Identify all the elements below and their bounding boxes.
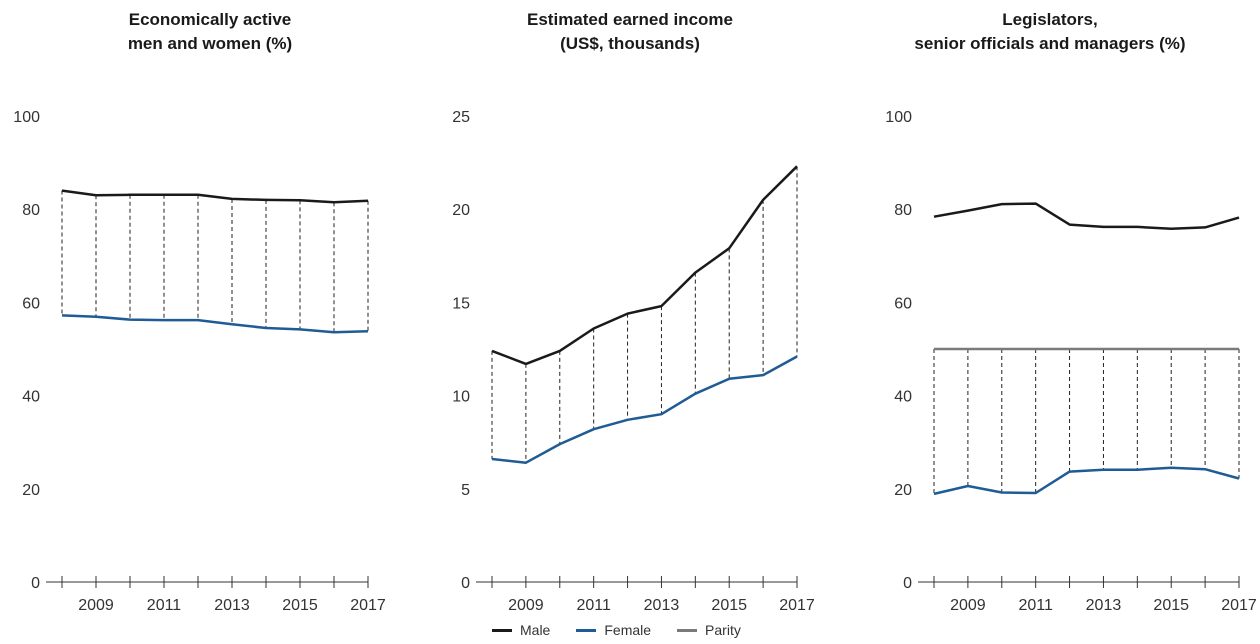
x-tick-label: 2011 — [147, 597, 182, 614]
y-tick-label: 10 — [452, 389, 470, 406]
y-tick-label: 20 — [894, 482, 912, 499]
y-tick-label: 40 — [894, 389, 912, 406]
legend-swatch-male — [492, 628, 512, 632]
series-line-male — [61, 189, 369, 204]
y-tick-label: 0 — [461, 575, 470, 592]
x-tick-label: 2009 — [508, 597, 544, 614]
x-tick-label: 2011 — [1018, 597, 1053, 614]
y-tick-label: 20 — [452, 202, 470, 219]
title-line-1: Estimated earned income — [527, 10, 733, 29]
series-line-male — [933, 202, 1240, 231]
legend-swatch-female — [576, 628, 597, 632]
legend-label-male: Male — [520, 622, 551, 638]
y-tick-label: 0 — [903, 575, 912, 592]
legend-item-male: Male — [492, 622, 550, 638]
legend-item-female: Female — [576, 622, 651, 638]
series-line-male — [491, 165, 798, 366]
legend-swatch-parity — [677, 628, 698, 632]
x-tick-label: 2017 — [1221, 597, 1257, 614]
y-tick-label: 15 — [452, 295, 470, 312]
panel-title-economically-active: Economically active men and women (%) — [0, 8, 420, 56]
y-tick-label: 0 — [31, 575, 40, 592]
chart-panel-2: 0 20 40 60 80 100 2009 2011 2013 2015 2017 — [885, 109, 1257, 614]
x-tick-label: 2015 — [711, 597, 747, 614]
y-tick-label: 60 — [22, 295, 40, 312]
y-tick-label: 100 — [13, 109, 40, 126]
title-line-2: men and women (%) — [127, 34, 293, 53]
x-tick-label: 2013 — [1086, 597, 1122, 614]
title-line-1: Legislators, — [1002, 10, 1098, 29]
y-tick-label: 20 — [22, 482, 40, 499]
x-tick-label: 2009 — [950, 597, 986, 614]
series-line-female — [61, 314, 369, 334]
y-tick-label: 80 — [894, 202, 912, 219]
panel-title-earned-income: Estimated earned income (US$, thousands) — [420, 8, 840, 56]
series-line-female — [491, 355, 798, 464]
title-line-1: Economically active — [128, 10, 292, 29]
x-tick-label: 2011 — [576, 597, 611, 614]
legend-item-parity: Parity — [677, 622, 741, 638]
legend-label-female: Female — [604, 622, 652, 638]
title-line-2: senior officials and managers (%) — [914, 34, 1186, 53]
x-tick-label: 2017 — [779, 597, 815, 614]
x-tick-label: 2009 — [78, 597, 114, 614]
chart-panel-1: 0 5 10 15 20 25 2009 2011 2013 2015 2017 — [452, 109, 815, 614]
x-tick-label: 2013 — [214, 597, 250, 614]
y-tick-label: 100 — [885, 109, 912, 126]
y-tick-label: 25 — [452, 109, 470, 126]
x-tick-label: 2015 — [1153, 597, 1189, 614]
y-tick-label: 5 — [461, 482, 470, 499]
title-line-2: (US$, thousands) — [560, 34, 700, 53]
y-tick-label: 40 — [22, 389, 40, 406]
series-line-female — [933, 466, 1240, 496]
x-tick-label: 2013 — [644, 597, 680, 614]
chart-panel-0: 0 20 40 60 80 100 2009 2011 2013 2015 2017 — [13, 109, 386, 614]
y-tick-label: 80 — [22, 202, 40, 219]
y-tick-label: 60 — [894, 295, 912, 312]
x-tick-label: 2015 — [282, 597, 318, 614]
legend: Male Female Parity — [492, 622, 741, 638]
legend-label-parity: Parity — [705, 622, 741, 638]
x-tick-label: 2017 — [350, 597, 386, 614]
panel-title-legislators: Legislators, senior officials and manage… — [840, 8, 1260, 56]
